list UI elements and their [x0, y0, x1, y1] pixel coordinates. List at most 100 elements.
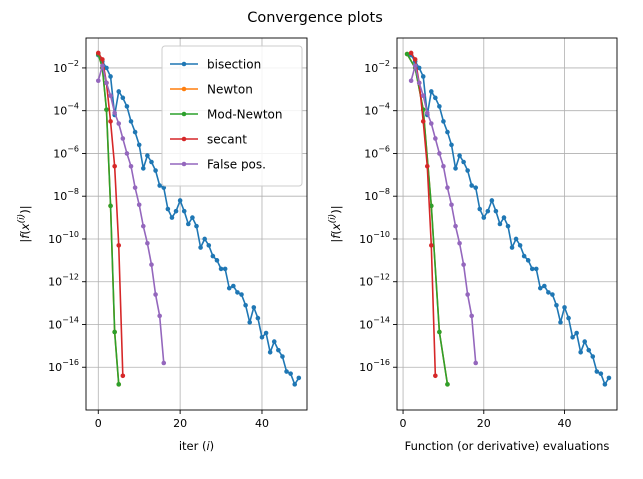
data-point-secant — [100, 57, 105, 62]
data-point-false-pos — [120, 136, 126, 141]
data-point-bisection — [477, 206, 483, 212]
data-point-bisection — [128, 119, 134, 124]
data-point-false-pos — [153, 292, 158, 297]
data-point-bisection — [280, 354, 285, 359]
data-point-bisection — [441, 119, 446, 124]
data-point-bisection — [157, 183, 162, 188]
y-tick-label: 10−16 — [48, 358, 79, 374]
left-panel-iterations: 0 20 40 10−2 10−4 10−6 10−8 10−10 10−12 10−14 10−1… — [17, 37, 308, 453]
data-point-bisection — [276, 347, 281, 353]
data-point-false-pos — [108, 93, 113, 99]
data-point-mod-newton — [429, 203, 434, 209]
x-tick-label: 20 — [477, 417, 491, 430]
x-tick-label: 40 — [255, 417, 269, 430]
data-point-false-pos — [424, 110, 430, 116]
data-point-secant — [420, 119, 426, 124]
y-tick-label: 10−8 — [364, 187, 390, 203]
data-point-bisection — [493, 208, 499, 214]
data-point-bisection — [429, 89, 434, 94]
data-point-bisection — [546, 290, 551, 295]
data-point-mod-newton — [445, 382, 450, 387]
data-point-mod-newton — [404, 51, 410, 57]
data-point-bisection — [594, 369, 600, 374]
data-point-bisection — [469, 183, 474, 188]
data-point-bisection — [247, 320, 253, 325]
data-point-bisection — [108, 74, 113, 79]
data-point-bisection — [120, 95, 126, 101]
data-point-bisection — [116, 89, 122, 94]
data-point-false-pos — [157, 313, 162, 319]
data-point-bisection — [550, 292, 555, 297]
legend-marker-mod-newton — [181, 111, 187, 117]
data-point-bisection — [416, 65, 422, 71]
data-point-bisection — [153, 168, 158, 173]
data-point-false-pos — [124, 151, 130, 156]
data-point-bisection — [517, 243, 523, 248]
data-point-bisection — [525, 258, 531, 263]
figure-suptitle: Convergence plots — [247, 10, 383, 26]
data-point-mod-newton — [108, 203, 113, 209]
legend-label-secant: secant — [207, 133, 247, 147]
data-point-bisection — [586, 347, 592, 353]
y-tick-label: 10−4 — [364, 102, 390, 118]
y-tick-label: 10−10 — [359, 230, 390, 246]
data-point-false-pos — [116, 121, 122, 126]
y-tick-label: 10−14 — [359, 315, 390, 331]
data-point-bisection — [173, 208, 179, 214]
data-point-bisection — [214, 258, 220, 263]
y-tick-label: 10−12 — [48, 273, 79, 289]
data-point-bisection — [505, 223, 511, 229]
data-point-bisection — [433, 95, 438, 101]
data-point-false-pos — [453, 223, 458, 229]
y-tick-label: 10−8 — [53, 187, 79, 203]
data-point-false-pos — [433, 136, 438, 141]
series-line-mod-newton — [406, 53, 449, 385]
data-point-bisection — [263, 330, 269, 336]
data-point-bisection — [445, 129, 450, 135]
data-point-bisection — [218, 266, 224, 272]
data-point-false-pos — [461, 262, 466, 267]
data-point-false-pos — [161, 360, 167, 366]
data-point-mod-newton — [112, 329, 117, 335]
data-point-false-pos — [132, 185, 138, 190]
data-point-bisection — [582, 339, 588, 344]
data-point-bisection — [481, 215, 487, 220]
data-point-secant — [95, 50, 101, 56]
legend-label-newton: Newton — [207, 83, 253, 97]
data-point-secant — [408, 50, 414, 56]
data-point-false-pos — [140, 223, 146, 229]
data-point-bisection — [578, 349, 583, 355]
legend-marker-secant — [181, 136, 187, 142]
data-point-bisection — [267, 349, 273, 355]
data-point-mod-newton — [116, 382, 122, 387]
data-point-bisection — [231, 283, 236, 289]
data-point-secant — [412, 57, 418, 62]
y-axis-label: |f(x(i))| — [328, 205, 343, 242]
data-point-bisection — [165, 206, 171, 212]
y-tick-label: 10−6 — [53, 144, 79, 160]
data-point-bisection — [538, 285, 543, 291]
series-group — [404, 50, 612, 387]
data-point-false-pos — [445, 185, 450, 190]
data-point-bisection — [235, 290, 240, 295]
data-point-false-pos — [136, 202, 142, 208]
x-tick-label: 20 — [173, 417, 187, 430]
y-tick-label: 10−16 — [359, 358, 390, 374]
data-point-false-pos — [420, 93, 426, 99]
legend-frame — [161, 45, 303, 187]
data-point-false-pos — [457, 240, 462, 246]
legend-label-mod-newton: Mod-Newton — [207, 108, 282, 122]
data-point-bisection — [239, 292, 244, 297]
data-point-bisection — [206, 243, 212, 248]
data-point-bisection — [149, 159, 154, 165]
data-point-bisection — [104, 65, 109, 71]
legend-label-false-pos: False pos. — [207, 158, 266, 172]
data-point-secant — [116, 243, 122, 248]
data-point-bisection — [284, 369, 289, 374]
grid — [397, 38, 617, 410]
data-point-false-pos — [408, 78, 414, 84]
x-tick-label: 0 — [400, 417, 407, 430]
data-point-bisection — [485, 208, 491, 214]
data-point-secant — [108, 119, 113, 124]
data-point-bisection — [181, 208, 187, 214]
